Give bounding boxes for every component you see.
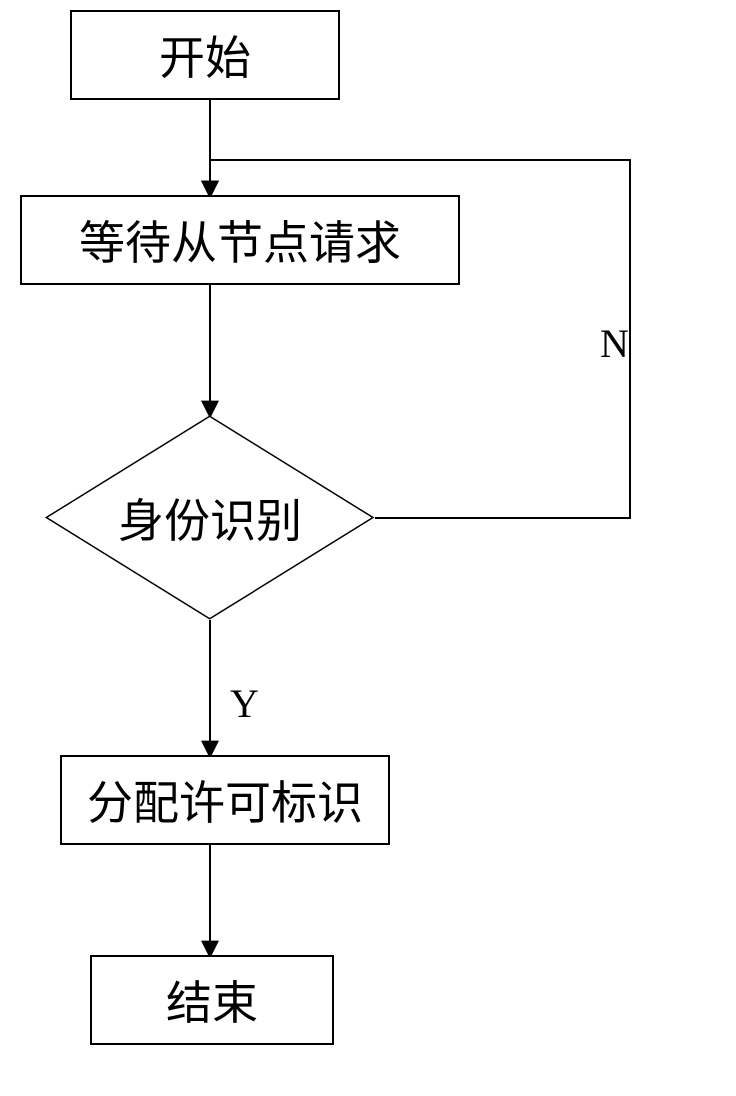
node-start: 开始 <box>70 10 340 100</box>
node-wait-label: 等待从节点请求 <box>79 207 401 273</box>
node-wait: 等待从节点请求 <box>20 195 460 285</box>
edge-label-y: Y <box>230 680 259 727</box>
node-ident-label: 身份识别 <box>118 485 302 551</box>
node-assign: 分配许可标识 <box>60 755 390 845</box>
node-end-label: 结束 <box>166 967 258 1033</box>
flowchart-canvas: 开始 等待从节点请求 分配许可标识 结束 身份识别 Y N <box>0 0 736 1096</box>
edge-label-n: N <box>600 320 629 367</box>
node-assign-label: 分配许可标识 <box>87 767 363 833</box>
node-end: 结束 <box>90 955 334 1045</box>
edge-label-y-text: Y <box>230 681 259 726</box>
node-ident-label-wrap: 身份识别 <box>45 416 375 621</box>
edge-label-n-text: N <box>600 321 629 366</box>
node-ident: 身份识别 <box>45 416 375 621</box>
node-start-label: 开始 <box>159 22 251 88</box>
